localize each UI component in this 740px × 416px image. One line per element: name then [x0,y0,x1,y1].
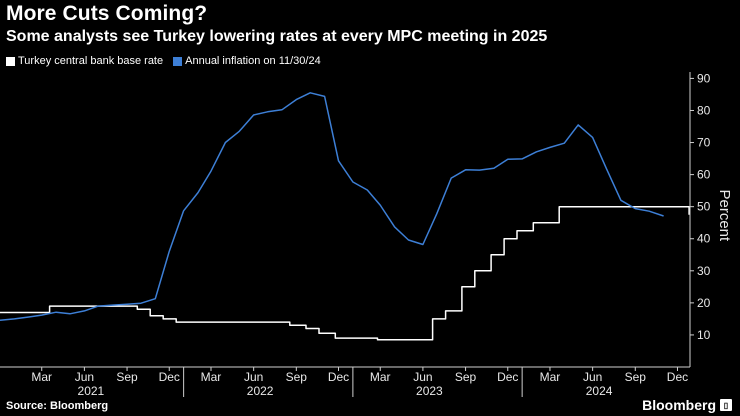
x-tick-label: Mar [540,370,561,384]
x-year-label: 2021 [78,384,105,398]
legend-item-base-rate: Turkey central bank base rate [6,55,163,67]
series-line-inflation [0,92,664,321]
chart-subtitle: Some analysts see Turkey lowering rates … [6,28,548,45]
legend-label-base-rate: Turkey central bank base rate [18,55,164,67]
x-year-label: 2024 [586,384,613,398]
brand-logo: Bloomberg ▯ [642,397,732,413]
chart-title: More Cuts Coming? [6,2,208,25]
y-tick-label: 30 [697,264,711,278]
x-tick-label: Jun [75,370,94,384]
y-tick-label: 70 [697,136,711,150]
x-tick-label: Jun [244,370,263,384]
legend-label-inflation: Annual inflation on 11/30/24 [185,55,321,67]
x-tick-label: Dec [159,370,180,384]
x-tick-label: Sep [625,370,647,384]
x-tick-label: Mar [31,370,52,384]
y-tick-label: 60 [697,168,711,182]
y-tick-label: 50 [697,200,711,214]
x-year-label: 2023 [416,384,443,398]
legend: Turkey central bank base rate Annual inf… [6,55,321,67]
x-tick-label: Dec [667,370,688,384]
bloomberg-badge-icon: ▯ [720,399,732,411]
source-note: Source: Bloomberg [6,400,109,412]
x-tick-label: Sep [455,370,477,384]
x-tick-label: Sep [286,370,308,384]
y-tick-label: 80 [697,103,711,117]
x-tick-label: Dec [497,370,518,384]
y-axis-title: Percent [716,190,733,243]
x-year-label: 2022 [247,384,274,398]
legend-swatch-base-rate [6,56,15,66]
legend-swatch-inflation [173,56,183,66]
x-tick-label: Dec [328,370,349,384]
x-tick-label: Mar [201,370,222,384]
y-tick-label: 10 [697,328,711,342]
y-tick-label: 40 [697,232,711,246]
x-tick-label: Mar [370,370,391,384]
brand-name: Bloomberg [642,397,716,413]
legend-item-inflation: Annual inflation on 11/30/24 [173,55,321,67]
x-tick-label: Jun [583,370,602,384]
y-tick-label: 20 [697,296,711,310]
series-line-base-rate [0,205,690,341]
y-tick-label: 90 [697,71,711,85]
x-tick-label: Jun [413,370,432,384]
x-tick-label: Sep [116,370,138,384]
